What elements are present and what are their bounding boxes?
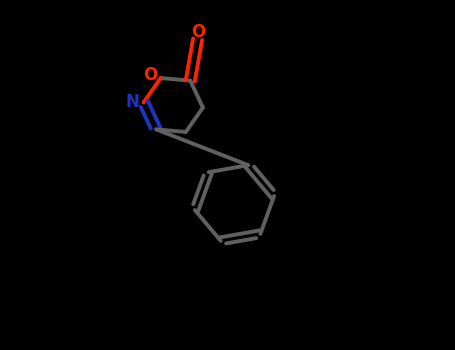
Text: O: O bbox=[143, 66, 157, 84]
Text: N: N bbox=[126, 93, 139, 111]
Text: O: O bbox=[192, 22, 206, 41]
